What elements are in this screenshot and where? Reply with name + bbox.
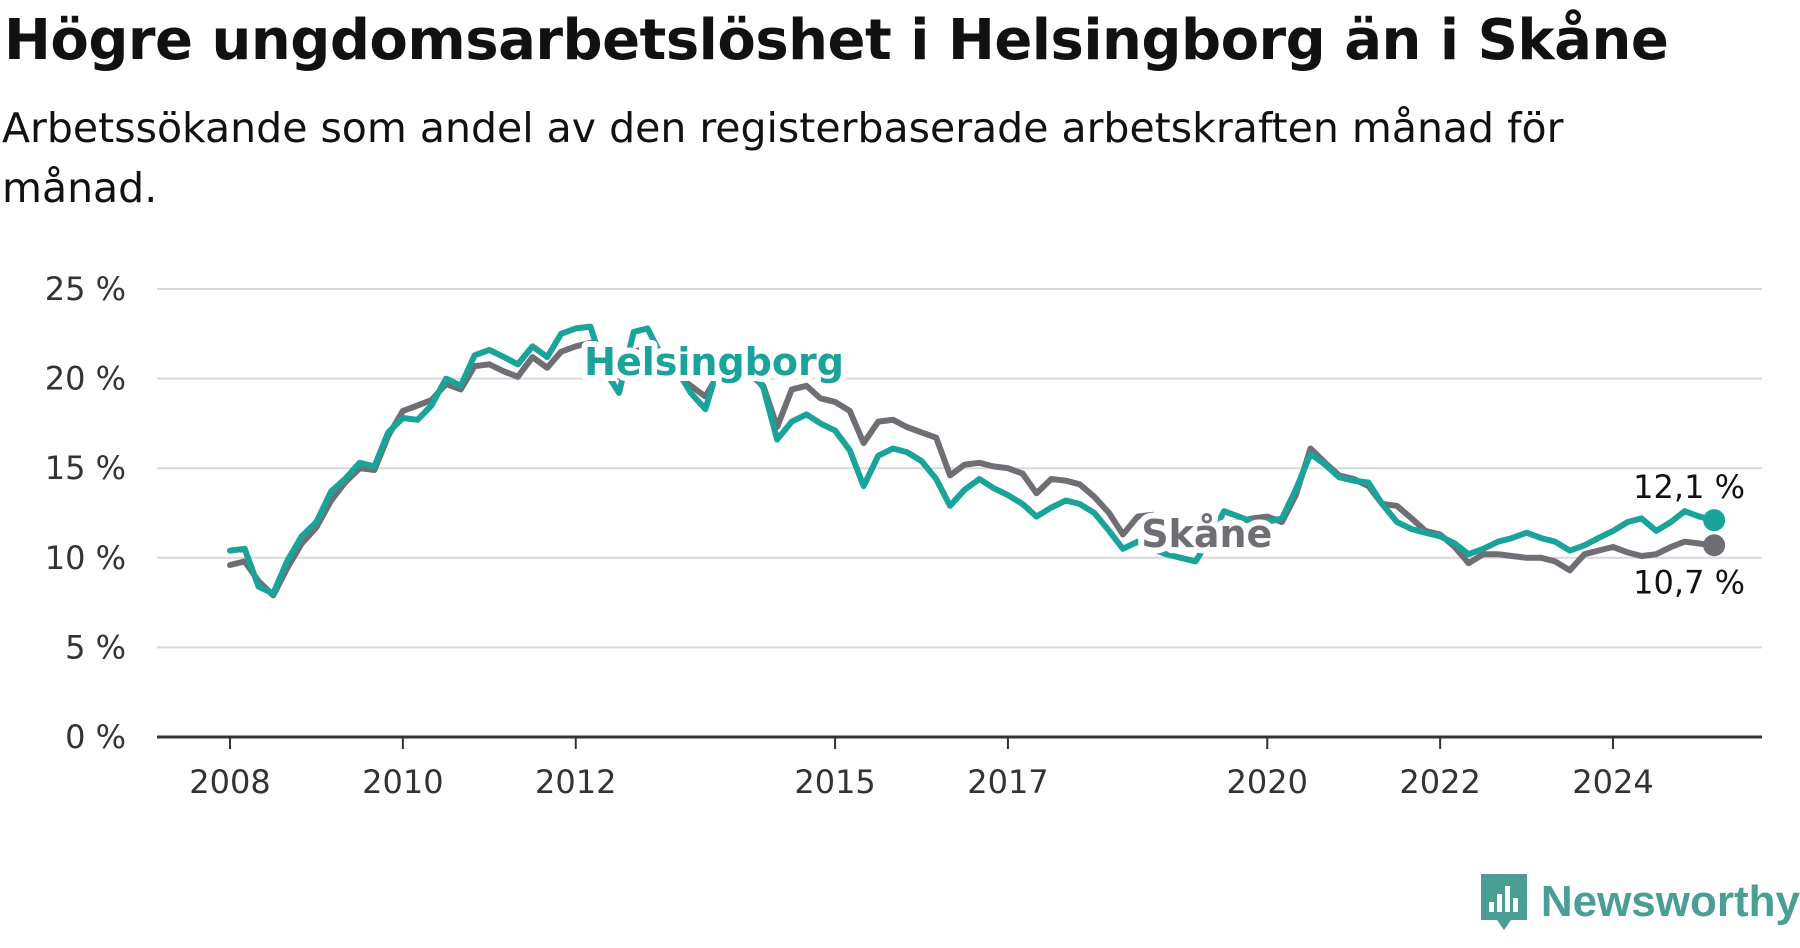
series-label-skane: Skåne: [1141, 512, 1272, 556]
series-line-skne: [227, 339, 1718, 599]
x-tick-label: 2017: [967, 763, 1048, 801]
x-tick-label: 2010: [362, 763, 443, 801]
y-tick-label: 5 %: [65, 628, 126, 666]
series-labels: Helsingborg Skåne 12,1 % 10,7 %: [578, 334, 1745, 601]
y-axis: 0 % 5 % 10 % 15 % 20 % 25 %: [45, 270, 126, 756]
gridlines: [157, 288, 1762, 649]
bar-chart-icon: [1480, 874, 1527, 930]
x-tick-label: 2008: [189, 763, 270, 801]
y-tick-label: 10 %: [45, 539, 126, 577]
end-point-marker: [1703, 509, 1726, 532]
x-tick-label: 2020: [1227, 763, 1308, 801]
x-tick-label: 2012: [535, 763, 616, 801]
series-lines: [227, 323, 1726, 599]
y-tick-label: 0 %: [65, 718, 126, 756]
y-tick-label: 15 %: [45, 449, 126, 487]
series-label-helsingborg: Helsingborg: [584, 340, 844, 384]
newsworthy-logo: Newsworthy: [1479, 870, 1800, 934]
x-axis: 2008 2010 2012 2015 2017 2020 2022 2024: [157, 735, 1762, 801]
y-tick-label: 25 %: [45, 270, 126, 308]
brand-name: Newsworthy: [1540, 877, 1800, 926]
series-line-helsingborg: [227, 323, 1718, 597]
end-point-marker: [1703, 534, 1726, 557]
x-tick-label: 2024: [1572, 763, 1653, 801]
x-tick-label: 2015: [794, 763, 875, 801]
end-value-label-skane: 10,7 %: [1633, 563, 1745, 601]
chart-title: Högre ungdomsarbetslöshet i Helsingborg …: [4, 8, 1669, 73]
end-value-label-helsingborg: 12,1 %: [1633, 468, 1745, 506]
y-tick-label: 20 %: [45, 360, 126, 398]
x-tick-label: 2022: [1399, 763, 1480, 801]
chart-subtitle: Arbetssökande som andel av den registerb…: [2, 104, 1564, 212]
